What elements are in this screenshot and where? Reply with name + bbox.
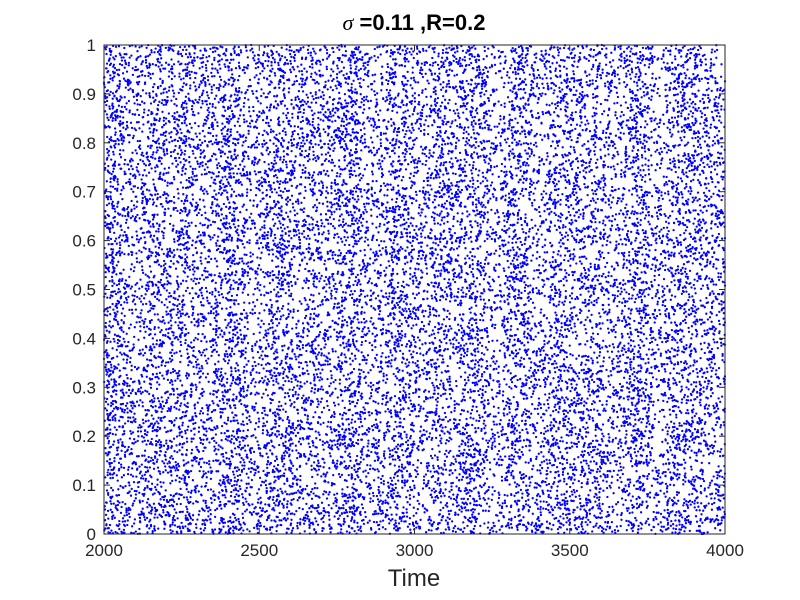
chart-title: σ =0.11 ,R=0.2 <box>343 10 486 35</box>
x-tick-label: 3500 <box>551 541 589 560</box>
y-tick-label: 0.8 <box>72 134 96 153</box>
y-tick-label: 0.5 <box>72 281 96 300</box>
plot-area <box>104 45 725 534</box>
chart-title-text: =0.11 ,R=0.2 <box>353 10 485 35</box>
y-tick-label: 0.9 <box>72 85 96 104</box>
x-tick-label: 2500 <box>240 541 278 560</box>
x-axis-label: Time <box>388 565 440 592</box>
y-tick-label: 0.4 <box>72 329 96 348</box>
data-points <box>102 43 727 536</box>
y-tick-label: 0.2 <box>72 427 96 446</box>
x-tick-label: 3000 <box>396 541 434 560</box>
y-tick-label: 0.7 <box>72 183 96 202</box>
y-axis: 0 0.1 0.2 0.3 0.4 0.5 0.6 0.7 0.8 0.9 1 <box>72 36 725 544</box>
y-tick-label: 0.6 <box>72 232 96 251</box>
scatter-point-cloud <box>102 43 727 536</box>
chart-title-symbol: σ <box>343 10 355 35</box>
y-tick-label: 0.1 <box>72 476 96 495</box>
y-tick-label: 1 <box>87 36 96 55</box>
y-tick-label: 0 <box>87 525 96 544</box>
y-tick-label: 0.3 <box>72 378 96 397</box>
x-axis: 2000 2500 3000 3500 4000 <box>85 45 744 560</box>
x-tick-label: 4000 <box>706 541 744 560</box>
x-tick-label: 2000 <box>85 541 123 560</box>
